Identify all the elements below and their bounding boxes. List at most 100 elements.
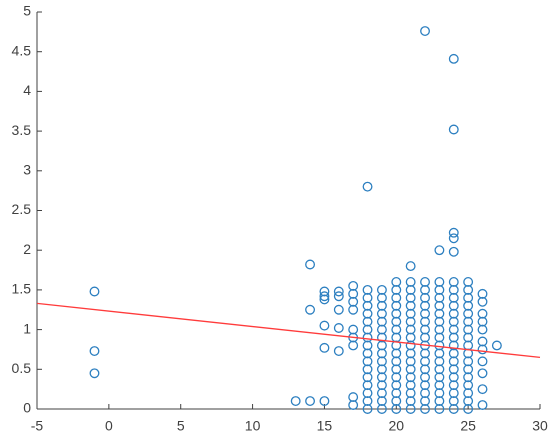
point — [405, 300, 416, 311]
point — [434, 284, 445, 295]
point — [376, 324, 387, 335]
point — [376, 332, 387, 343]
point — [463, 324, 474, 335]
point — [434, 292, 445, 303]
point — [420, 348, 430, 359]
point — [391, 356, 402, 367]
point — [448, 340, 459, 351]
y-tick-label: 4.5 — [12, 42, 32, 58]
x-tick-label: 25 — [460, 418, 476, 434]
point — [420, 26, 430, 37]
point — [463, 356, 474, 367]
x-tick-label: 20 — [388, 418, 404, 434]
point — [434, 380, 445, 391]
point — [333, 286, 344, 297]
point — [477, 336, 488, 347]
point — [420, 292, 430, 303]
point — [434, 245, 445, 256]
y-tick-label: 3.5 — [12, 122, 32, 138]
x-tick-label: 5 — [177, 418, 185, 434]
point — [420, 356, 430, 367]
point — [448, 332, 459, 343]
point — [376, 300, 387, 311]
point — [448, 227, 459, 238]
point — [391, 380, 402, 391]
point — [448, 284, 459, 295]
point — [405, 308, 416, 319]
point — [319, 286, 330, 297]
point — [391, 324, 402, 335]
y-tick-label: 4 — [23, 82, 31, 98]
point — [319, 396, 330, 407]
point — [391, 292, 402, 303]
point — [319, 342, 330, 353]
point — [448, 324, 459, 335]
point — [391, 284, 402, 295]
point — [348, 400, 359, 410]
point — [376, 316, 387, 327]
point — [448, 404, 459, 414]
point — [448, 348, 459, 359]
point — [362, 372, 373, 383]
point — [348, 304, 359, 315]
point — [448, 380, 459, 391]
point — [405, 316, 416, 327]
point — [434, 356, 445, 367]
point — [89, 346, 100, 356]
fit-line — [36, 302, 541, 359]
point — [362, 348, 373, 359]
point — [376, 308, 387, 319]
point — [362, 380, 373, 391]
point — [405, 277, 416, 287]
x-tick-label: -5 — [31, 418, 44, 434]
point — [448, 388, 459, 399]
point — [448, 316, 459, 327]
point — [420, 332, 430, 343]
point — [491, 340, 502, 351]
point — [463, 292, 474, 303]
point — [391, 364, 402, 375]
point — [420, 404, 430, 414]
point — [362, 324, 373, 335]
point — [477, 368, 488, 379]
point — [391, 277, 402, 287]
point — [434, 396, 445, 407]
point — [434, 332, 445, 343]
point — [376, 380, 387, 391]
point — [362, 300, 373, 311]
point — [376, 396, 387, 407]
point — [420, 324, 430, 335]
point — [405, 356, 416, 367]
point — [448, 300, 459, 311]
point — [89, 286, 100, 297]
point — [420, 308, 430, 319]
point — [477, 356, 488, 367]
point — [391, 372, 402, 383]
point — [405, 380, 416, 391]
point — [362, 316, 373, 327]
point — [319, 294, 330, 305]
point — [463, 308, 474, 319]
point — [319, 320, 330, 331]
point — [463, 332, 474, 343]
point — [376, 388, 387, 399]
point — [477, 296, 488, 307]
point — [305, 304, 316, 315]
point — [376, 404, 387, 414]
point — [434, 372, 445, 383]
point — [333, 304, 344, 315]
point — [405, 284, 416, 295]
point — [434, 308, 445, 319]
point — [391, 388, 402, 399]
point — [463, 284, 474, 295]
point — [405, 324, 416, 335]
point — [405, 332, 416, 343]
point — [376, 284, 387, 295]
point — [362, 308, 373, 319]
point — [448, 308, 459, 319]
point — [391, 396, 402, 407]
point — [405, 396, 416, 407]
point — [434, 277, 445, 287]
point — [405, 261, 416, 272]
point — [405, 348, 416, 359]
